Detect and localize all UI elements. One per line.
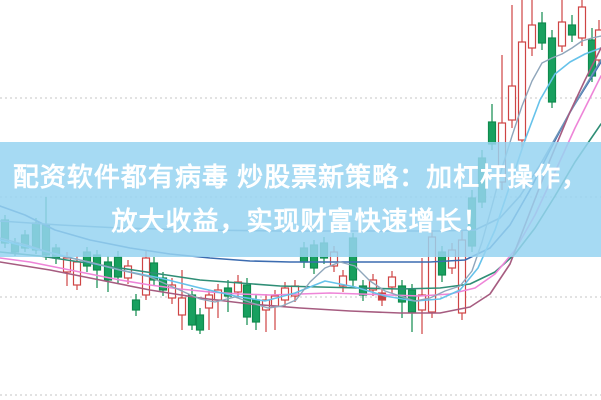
candle-body [577, 6, 587, 39]
candle-body [338, 275, 348, 287]
candle-body [527, 24, 537, 49]
candle-body [131, 299, 141, 311]
candle-body [223, 287, 233, 297]
headline-line-2: 放大收益，实现财富快速增长！ [111, 206, 490, 236]
ma-grayblue [0, 35, 601, 309]
candle-body [233, 281, 243, 293]
candle-body [557, 21, 567, 47]
candle-body [397, 285, 407, 303]
candle-body [537, 22, 547, 44]
candle-body [103, 261, 113, 281]
ma-cyan [0, 47, 601, 302]
candle-body [547, 37, 557, 103]
candle-body [195, 314, 205, 331]
watermark-band: 配资软件都有病毒 炒股票新策略：加杠杆操作， 放大收益，实现财富快速增长！ [0, 142, 601, 257]
candle-body [487, 121, 497, 145]
candle-body [167, 284, 177, 299]
candle-body [187, 294, 197, 326]
candle-body [177, 297, 187, 316]
candle-body [72, 261, 82, 286]
candle-body [149, 262, 159, 281]
candle-body [517, 41, 527, 141]
candle-body [507, 85, 517, 121]
candle-body [567, 24, 577, 36]
headline-line-1: 配资软件都有病毒 炒股票新策略：加杠杆操作， [12, 162, 589, 192]
candle-body [387, 276, 397, 288]
candle-body [417, 294, 427, 311]
candle-body [594, 29, 601, 61]
